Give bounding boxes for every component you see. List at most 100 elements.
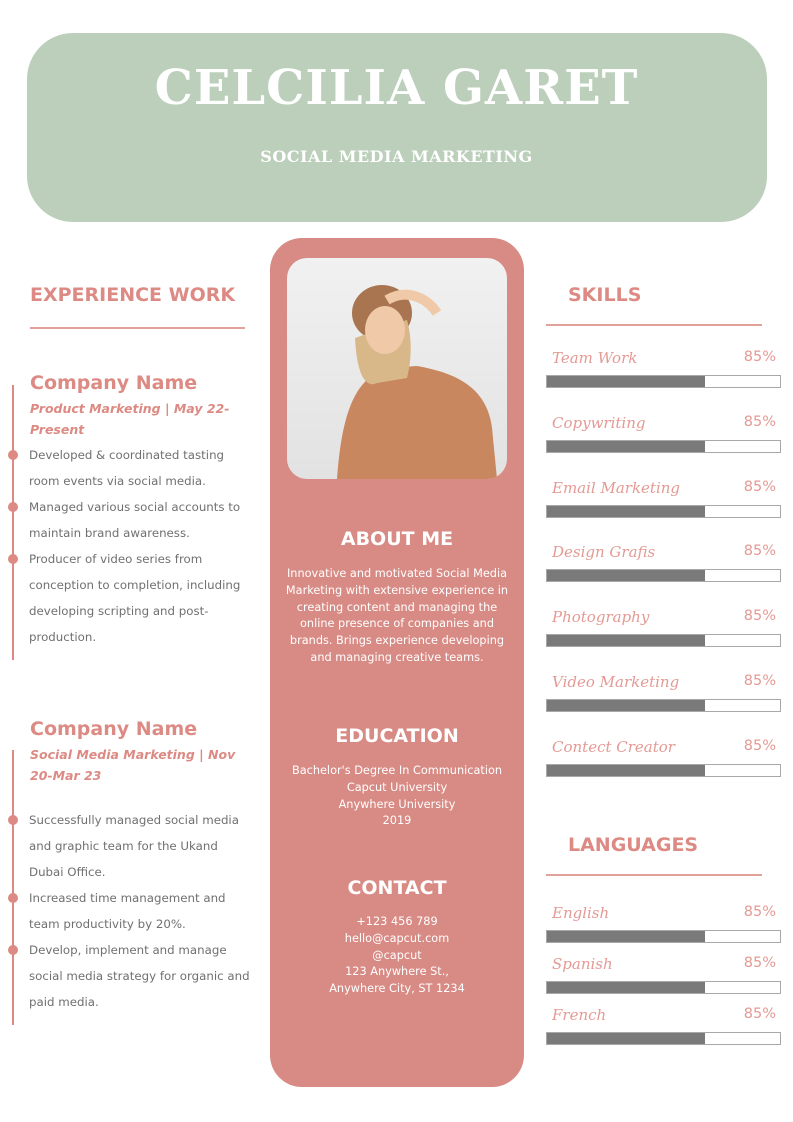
skills-progress-bar bbox=[546, 375, 781, 388]
languages-title: LANGUAGES bbox=[568, 834, 699, 856]
education-title: EDUCATION bbox=[335, 725, 459, 747]
experience-divider bbox=[30, 327, 245, 329]
languages-percent: 85% bbox=[743, 1006, 776, 1022]
languages-item: French 85% bbox=[552, 1006, 776, 1024]
skills-progress-bar bbox=[546, 569, 781, 583]
progress-fill bbox=[547, 1033, 706, 1044]
education-university: Anywhere University bbox=[338, 797, 456, 811]
education-year: 2019 bbox=[382, 814, 412, 828]
progress-fill bbox=[547, 635, 706, 647]
progress-fill bbox=[547, 700, 706, 711]
education-school: Capcut University bbox=[346, 780, 448, 794]
skills-name: Contect Creator bbox=[552, 737, 675, 756]
timeline-line bbox=[12, 750, 14, 1025]
languages-progress-bar bbox=[546, 930, 781, 943]
about-text: Innovative and motivated Social Media Ma… bbox=[285, 567, 509, 664]
bullet-text: paid media. bbox=[29, 995, 99, 1009]
job-subtitle: Social Media Marketing | Nov 20-Mar 23 bbox=[30, 747, 236, 783]
skills-name: Design Grafis bbox=[552, 543, 656, 562]
bullet-text: Dubai Office. bbox=[29, 865, 106, 879]
bullet-text: and graphic team for the Ukand bbox=[29, 839, 218, 853]
contact-title: CONTACT bbox=[347, 877, 447, 899]
bullet-text: team productivity by 20%. bbox=[29, 917, 186, 931]
experience-title: EXPERIENCE WORK bbox=[30, 284, 236, 306]
skills-item: Design Grafis 85% bbox=[552, 543, 776, 561]
skills-item: Photography 85% bbox=[552, 608, 776, 626]
profile-photo bbox=[287, 258, 507, 479]
bullet-text: conception to completion, including bbox=[29, 578, 241, 592]
contact-details: +123 456 789 hello@capcut.com @capcut 12… bbox=[278, 914, 516, 998]
skills-percent: 85% bbox=[743, 478, 776, 495]
skills-percent: 85% bbox=[743, 673, 776, 689]
contact-phone: +123 456 789 bbox=[356, 915, 438, 928]
bullet-text: room events via social media. bbox=[29, 474, 206, 488]
bullet-text: social media strategy for organic and bbox=[29, 969, 250, 983]
bullet-text: Increased time management and bbox=[29, 891, 226, 905]
languages-divider bbox=[546, 874, 762, 876]
languages-item: Spanish 85% bbox=[552, 955, 776, 973]
bullet-dot bbox=[7, 815, 18, 825]
bullet-text: Develop, implement and manage bbox=[29, 943, 227, 957]
languages-progress-bar bbox=[546, 981, 781, 994]
bullet-text: production. bbox=[29, 630, 97, 644]
progress-fill bbox=[547, 570, 706, 582]
education-details: Bachelor's Degree In Communication Capcu… bbox=[278, 763, 516, 830]
skills-item: Copywriting 85% bbox=[552, 414, 776, 432]
languages-item: English 85% bbox=[552, 904, 776, 922]
bullet-text: Producer of video series from bbox=[29, 552, 203, 566]
skills-name: Video Marketing bbox=[552, 673, 680, 691]
company-name: Company Name bbox=[30, 718, 198, 740]
skills-progress-bar bbox=[546, 763, 781, 777]
bullet-dot bbox=[7, 893, 18, 903]
skills-progress-bar bbox=[546, 504, 781, 518]
company-name: Company Name bbox=[30, 372, 198, 394]
languages-name: French bbox=[552, 1006, 607, 1024]
skills-item: Email Marketing 85% bbox=[552, 479, 776, 497]
education-degree: Bachelor's Degree In Communication bbox=[291, 764, 503, 777]
skills-item: Video Marketing 85% bbox=[552, 673, 776, 691]
bullet-text: maintain brand awareness. bbox=[29, 526, 190, 540]
progress-fill bbox=[547, 376, 706, 387]
skills-percent: 85% bbox=[743, 349, 776, 365]
bullet-text: Developed & coordinated tasting bbox=[29, 448, 225, 462]
skills-item: Team Work 85% bbox=[552, 349, 776, 367]
center-panel: ABOUT ME Innovative and motivated Social… bbox=[270, 238, 524, 1087]
progress-fill bbox=[547, 764, 706, 776]
bullet-dot bbox=[7, 450, 18, 460]
skills-percent: 85% bbox=[743, 543, 776, 560]
skills-percent: 85% bbox=[743, 413, 776, 430]
languages-percent: 85% bbox=[743, 955, 776, 971]
skills-item: Contect Creator 85% bbox=[552, 738, 776, 756]
languages-name: Spanish bbox=[552, 955, 613, 973]
candidate-name: CELCILIA GARET bbox=[154, 60, 639, 116]
languages-name: English bbox=[552, 904, 610, 922]
candidate-role: SOCIAL MEDIA MARKETING bbox=[260, 147, 533, 166]
skills-name: Photography bbox=[552, 608, 650, 627]
job-subtitle: Product Marketing | May 22-Present bbox=[30, 401, 230, 437]
bullet-dot bbox=[7, 502, 18, 512]
skills-name: Copywriting bbox=[552, 413, 646, 432]
about-title: ABOUT ME bbox=[340, 528, 454, 550]
contact-address-line1: 123 Anywhere St., bbox=[345, 965, 449, 979]
skills-divider bbox=[546, 324, 762, 326]
skills-percent: 85% bbox=[743, 608, 776, 625]
progress-fill bbox=[547, 505, 706, 517]
progress-fill bbox=[547, 982, 706, 993]
bullet-dot bbox=[7, 945, 18, 955]
bullet-text: Managed various social accounts to bbox=[29, 500, 241, 514]
skills-progress-bar bbox=[546, 634, 781, 648]
languages-percent: 85% bbox=[743, 904, 776, 920]
bullet-text: Successfully managed social media bbox=[29, 813, 239, 827]
bullet-text: developing scripting and post- bbox=[29, 604, 209, 618]
skills-title: SKILLS bbox=[568, 284, 642, 306]
contact-social: @capcut bbox=[372, 948, 422, 962]
contact-email: hello@capcut.com bbox=[344, 931, 450, 945]
contact-address-line2: Anywhere City, ST 1234 bbox=[329, 982, 465, 996]
skills-percent: 85% bbox=[743, 737, 776, 754]
progress-fill bbox=[547, 440, 706, 452]
skills-name: Team Work bbox=[552, 349, 638, 367]
languages-progress-bar bbox=[546, 1032, 781, 1045]
progress-fill bbox=[547, 931, 706, 942]
skills-progress-bar bbox=[546, 699, 781, 712]
timeline-line bbox=[12, 385, 14, 660]
